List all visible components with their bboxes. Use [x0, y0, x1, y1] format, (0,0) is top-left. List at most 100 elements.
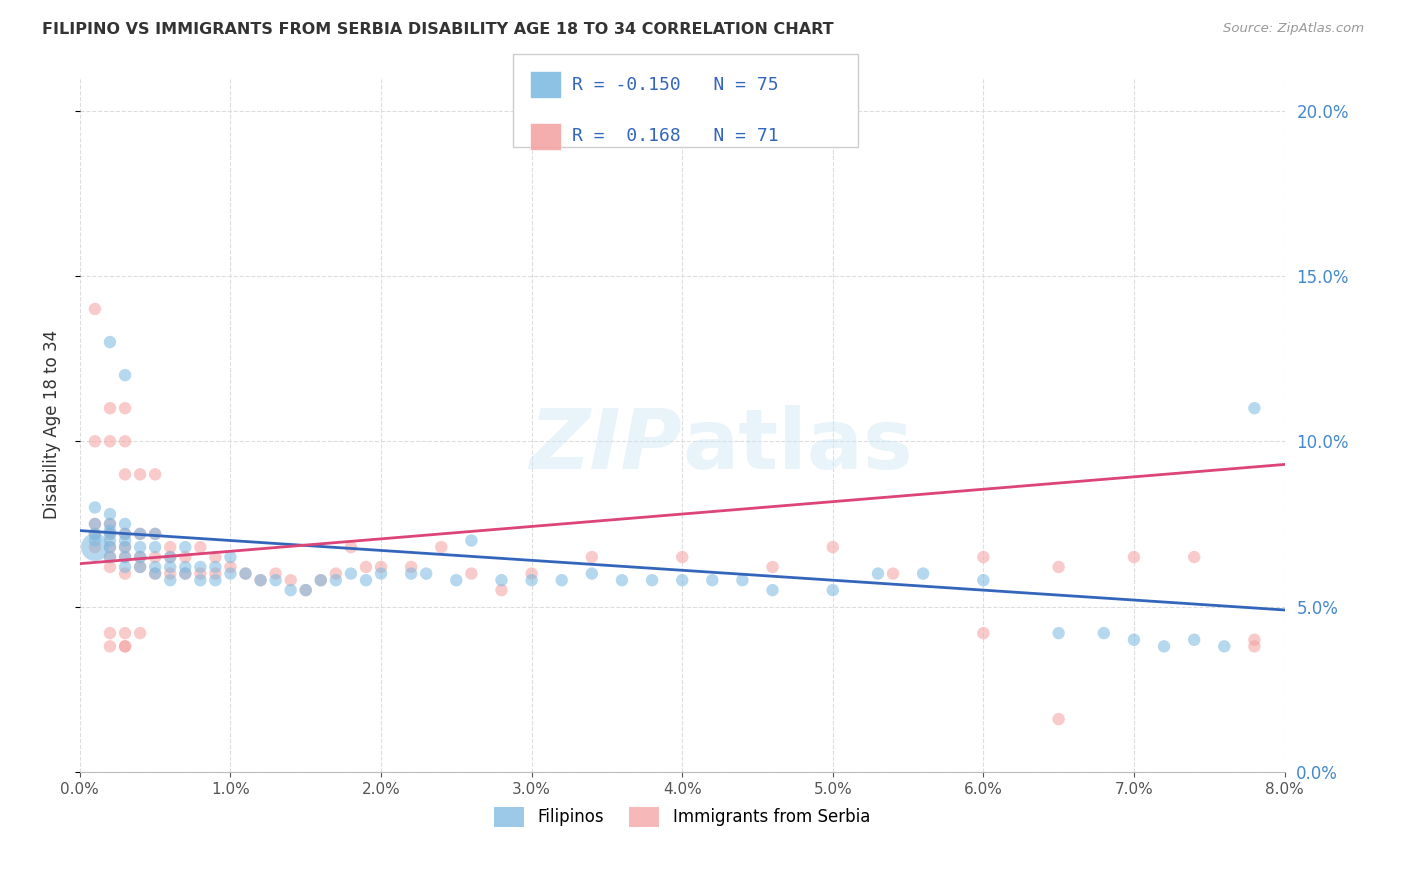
Point: [143, 527, 166, 541]
Point: [761, 583, 783, 598]
Point: [159, 549, 181, 564]
Point: [84, 540, 107, 554]
Point: [143, 527, 166, 541]
Point: [98, 533, 121, 548]
Point: [235, 566, 257, 581]
Point: [235, 566, 257, 581]
Point: [114, 540, 136, 554]
Point: [761, 560, 783, 574]
Point: [98, 540, 121, 554]
Point: [129, 560, 152, 574]
Point: [520, 566, 543, 581]
Point: [399, 566, 422, 581]
Point: [98, 507, 121, 521]
Point: [1213, 640, 1236, 654]
Point: [581, 566, 603, 581]
Point: [972, 573, 994, 587]
Point: [188, 540, 211, 554]
Text: R = -0.150   N = 75: R = -0.150 N = 75: [572, 76, 779, 94]
Point: [159, 549, 181, 564]
Point: [114, 527, 136, 541]
Text: R =  0.168   N = 71: R = 0.168 N = 71: [572, 128, 779, 145]
Point: [159, 573, 181, 587]
Point: [159, 540, 181, 554]
Point: [98, 401, 121, 416]
Point: [821, 540, 844, 554]
Point: [84, 434, 107, 449]
Point: [114, 549, 136, 564]
Point: [98, 527, 121, 541]
Point: [460, 533, 482, 548]
Point: [1092, 626, 1115, 640]
Point: [114, 527, 136, 541]
Point: [446, 573, 468, 587]
Point: [1047, 626, 1070, 640]
Text: ZIP: ZIP: [530, 405, 682, 486]
Point: [114, 516, 136, 531]
Point: [325, 566, 347, 581]
Point: [174, 560, 197, 574]
Point: [143, 467, 166, 482]
Point: [98, 516, 121, 531]
Point: [114, 533, 136, 548]
Point: [204, 566, 226, 581]
Point: [370, 560, 392, 574]
Point: [882, 566, 904, 581]
Point: [174, 540, 197, 554]
Point: [98, 334, 121, 349]
Point: [114, 560, 136, 574]
Point: [1243, 640, 1265, 654]
Point: [354, 560, 377, 574]
Point: [114, 566, 136, 581]
Point: [294, 583, 316, 598]
Point: [143, 566, 166, 581]
Point: [98, 560, 121, 574]
Point: [129, 626, 152, 640]
Point: [98, 540, 121, 554]
Point: [129, 527, 152, 541]
Point: [491, 583, 513, 598]
Point: [972, 626, 994, 640]
Point: [98, 640, 121, 654]
Point: [671, 549, 693, 564]
Point: [188, 560, 211, 574]
Point: [98, 549, 121, 564]
Point: [866, 566, 889, 581]
Point: [1122, 632, 1144, 647]
Text: atlas: atlas: [682, 405, 912, 486]
Legend: Filipinos, Immigrants from Serbia: Filipinos, Immigrants from Serbia: [488, 801, 877, 833]
Y-axis label: Disability Age 18 to 34: Disability Age 18 to 34: [44, 330, 60, 519]
Point: [264, 573, 287, 587]
Text: Source: ZipAtlas.com: Source: ZipAtlas.com: [1223, 22, 1364, 36]
Point: [264, 566, 287, 581]
Point: [249, 573, 271, 587]
Point: [98, 626, 121, 640]
Point: [98, 516, 121, 531]
Point: [912, 566, 935, 581]
Point: [143, 549, 166, 564]
Point: [219, 566, 242, 581]
Point: [84, 527, 107, 541]
Point: [159, 560, 181, 574]
Point: [143, 540, 166, 554]
Point: [204, 560, 226, 574]
Point: [325, 573, 347, 587]
Point: [340, 566, 363, 581]
Point: [1047, 560, 1070, 574]
Point: [249, 573, 271, 587]
Point: [84, 540, 107, 554]
Point: [1122, 549, 1144, 564]
Point: [174, 549, 197, 564]
Point: [98, 524, 121, 538]
Point: [84, 516, 107, 531]
Point: [84, 527, 107, 541]
Point: [143, 566, 166, 581]
Point: [129, 467, 152, 482]
Point: [460, 566, 482, 581]
Point: [340, 540, 363, 554]
Point: [114, 368, 136, 383]
Point: [114, 434, 136, 449]
Point: [204, 549, 226, 564]
Point: [98, 549, 121, 564]
Point: [143, 560, 166, 574]
